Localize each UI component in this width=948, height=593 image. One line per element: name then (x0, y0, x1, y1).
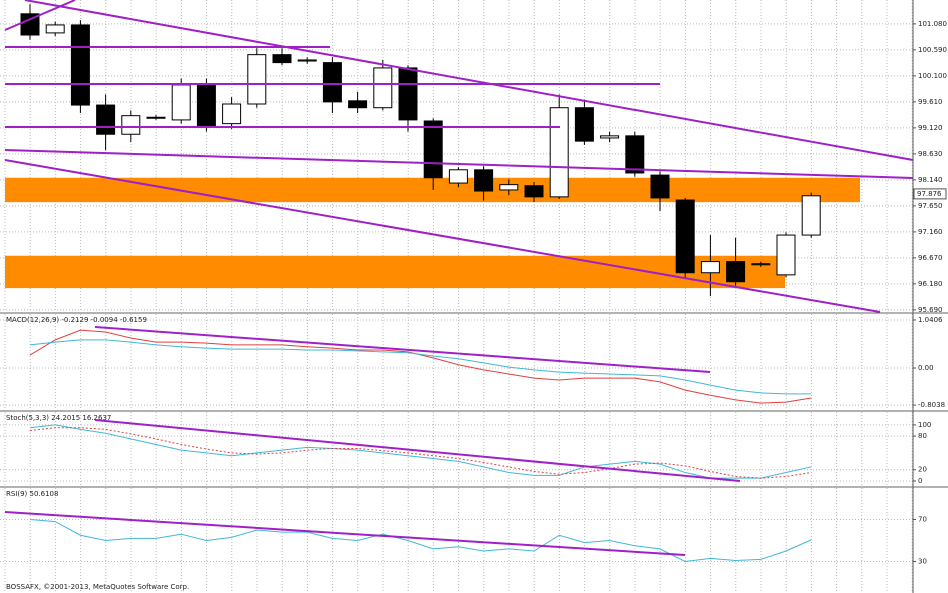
zone (5, 255, 785, 289)
candle-body (171, 84, 191, 121)
trendlines (4, 0, 914, 556)
candle-body (322, 62, 342, 103)
y-tick-label: 99.610 (918, 98, 943, 106)
candle-body (196, 84, 216, 127)
y-tick-label: 96.670 (918, 254, 943, 262)
candle-body (96, 104, 116, 135)
y-tick-label: 1.0406 (918, 316, 943, 324)
candle-body (751, 263, 771, 266)
candle-body (398, 67, 418, 121)
y-tick-label: 70 (918, 516, 927, 524)
y-tick-label: 97.160 (918, 228, 943, 236)
candle-body (700, 261, 720, 274)
y-tick-label: 98.140 (918, 176, 943, 184)
candle-body (650, 174, 670, 199)
candle-body (524, 185, 544, 198)
candle-body (549, 107, 569, 198)
candle-body (348, 100, 368, 109)
trendline (4, 159, 881, 313)
y-tick-label: 0 (918, 477, 922, 485)
pane-title: MACD(12,26,9) -0.2129 -0.0094 -0.6159 (6, 316, 147, 324)
y-tick-label: 95.690 (918, 306, 943, 314)
indicator-line (29, 427, 812, 479)
candle-body (474, 169, 494, 192)
candle-body (146, 116, 166, 119)
candle-body (776, 234, 796, 276)
candle-body (625, 135, 645, 174)
pane-title: Stoch(5,3,3) 24.2015 16.2637 (6, 414, 111, 422)
candle-body (499, 184, 519, 191)
candle-body (121, 115, 141, 135)
y-tick-label: 101.080 (918, 20, 947, 28)
indicator-line (29, 424, 812, 479)
y-tick-label: 80 (918, 432, 927, 440)
candle-body (726, 261, 746, 283)
trendline (94, 419, 741, 482)
trendline (24, 0, 914, 161)
candle-body (247, 54, 267, 105)
candle-body (297, 59, 317, 62)
last-price-box (913, 188, 947, 200)
candle-body (801, 195, 821, 236)
y-tick-label: 100.100 (918, 72, 947, 80)
y-tick-label: 97.650 (918, 202, 943, 210)
candle-body (574, 107, 594, 142)
candle-body (272, 54, 292, 64)
candle-body (222, 103, 242, 125)
zone (5, 177, 860, 203)
y-tick-label: 96.180 (918, 280, 943, 288)
y-tick-label: 99.120 (918, 124, 943, 132)
candle-body (423, 120, 443, 179)
y-tick-label: 0.00 (918, 364, 934, 372)
candle-body (373, 67, 393, 109)
footer: BOSSAFX, ©2001-2013, MetaQuotes Software… (6, 583, 189, 591)
trendline (4, 0, 76, 31)
last-price-label: 97.876 (917, 190, 942, 198)
y-tick-label: 20 (918, 466, 927, 474)
candle-body (70, 24, 90, 106)
y-tick-label: 30 (918, 558, 927, 566)
trendline (4, 511, 686, 556)
trendline (94, 326, 711, 373)
y-tick-label: 100.590 (918, 46, 947, 54)
candle-body (45, 24, 65, 34)
candle-body (20, 13, 40, 36)
y-tick-label: -0.8038 (918, 401, 945, 409)
indicator-line (29, 339, 812, 395)
candle-body (675, 199, 695, 274)
candle-body (448, 169, 468, 184)
trendline (4, 149, 914, 179)
pane-title: RSI(9) 50.6108 (6, 490, 58, 498)
candle-body (600, 135, 620, 139)
y-tick-label: 100 (918, 421, 931, 429)
y-tick-label: 98.630 (918, 150, 943, 158)
indicator-line (29, 519, 812, 563)
